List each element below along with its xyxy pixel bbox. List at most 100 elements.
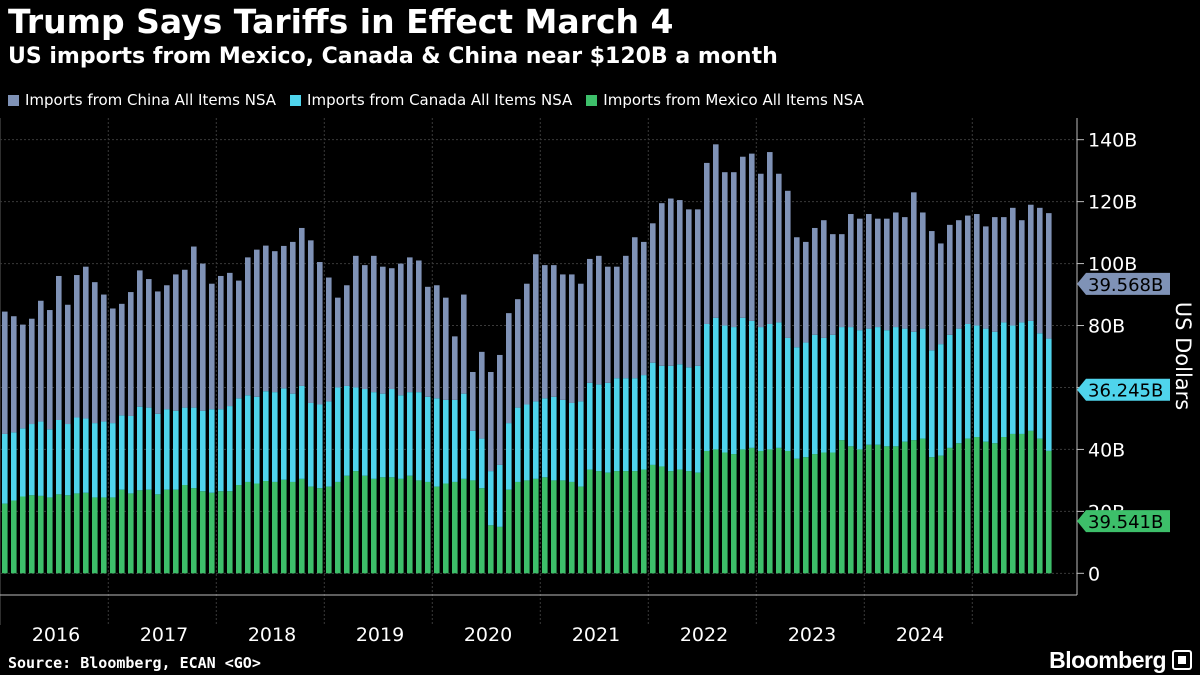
bar-china — [371, 255, 377, 393]
bar-mexico — [857, 449, 863, 574]
bar-mexico — [398, 478, 404, 574]
bar-china — [83, 266, 89, 419]
bar-china — [1019, 220, 1025, 323]
bar-mexico — [767, 449, 773, 574]
bar-canada — [551, 396, 557, 481]
bar-canada — [56, 420, 62, 495]
bar-mexico — [272, 481, 278, 574]
bar-mexico — [119, 489, 125, 574]
bar-canada — [767, 323, 773, 450]
bar-china — [992, 217, 998, 332]
bar-mexico — [74, 493, 80, 574]
bar-canada — [731, 327, 737, 455]
bar-canada — [182, 407, 188, 486]
bar-mexico — [281, 479, 287, 574]
bar-china — [587, 258, 593, 383]
bar-china — [11, 316, 17, 433]
bar-china — [20, 324, 26, 429]
bar-china — [281, 245, 287, 389]
y-axis-title: US Dollars — [1171, 302, 1195, 411]
bar-canada — [263, 391, 269, 482]
bar-china — [92, 282, 98, 424]
bar-mexico — [56, 494, 62, 574]
bar-china — [920, 212, 926, 329]
bar-mexico — [821, 452, 827, 574]
bar-mexico — [785, 450, 791, 574]
y-tick-label: 120B — [1088, 192, 1137, 214]
bar-canada — [470, 430, 476, 481]
bar-canada — [758, 327, 764, 451]
bar-mexico — [713, 449, 719, 574]
bar-canada — [560, 399, 566, 481]
bar-china — [299, 227, 305, 386]
bar-china — [947, 224, 953, 335]
legend: Imports from China All Items NSA Imports… — [8, 91, 864, 109]
bar-canada — [533, 401, 539, 479]
bar-canada — [875, 327, 881, 445]
bar-mexico — [83, 492, 89, 574]
bar-china — [533, 254, 539, 402]
bar-mexico — [254, 483, 260, 574]
x-tick-label: 2017 — [140, 624, 188, 646]
bar-mexico — [605, 472, 611, 574]
bar-china — [443, 297, 449, 400]
bar-canada — [362, 389, 368, 476]
last-value-callout-bg — [1077, 272, 1170, 295]
bar-mexico — [290, 481, 296, 574]
bar-mexico — [884, 446, 890, 574]
bar-mexico — [686, 471, 692, 574]
bar-china — [200, 263, 206, 411]
bar-mexico — [137, 490, 143, 574]
bar-china — [173, 274, 179, 411]
bar-canada — [740, 317, 746, 450]
bar-canada — [947, 334, 953, 448]
bar-mexico — [236, 485, 242, 574]
bar-mexico — [803, 457, 809, 574]
bar-canada — [2, 433, 8, 504]
bar-canada — [101, 421, 107, 498]
bar-mexico — [677, 469, 683, 574]
bar-mexico — [812, 454, 818, 574]
bar-canada — [722, 325, 728, 453]
bar-china — [668, 198, 674, 366]
bar-canada — [902, 328, 908, 442]
legend-item-canada: Imports from Canada All Items NSA — [290, 91, 572, 109]
bar-mexico — [173, 489, 179, 574]
bar-canada — [677, 364, 683, 470]
bar-mexico — [488, 525, 494, 574]
bar-mexico — [875, 444, 881, 574]
bar-mexico — [668, 471, 674, 574]
bar-china — [398, 263, 404, 396]
bar-china — [956, 220, 962, 329]
bar-mexico — [191, 488, 197, 574]
bar-china — [884, 218, 890, 331]
bar-canada — [164, 409, 170, 490]
bar-mexico — [551, 480, 557, 574]
bar-mexico — [956, 443, 962, 574]
bar-canada — [605, 382, 611, 473]
bar-canada — [866, 328, 872, 445]
bar-mexico — [245, 481, 251, 574]
bar-canada — [668, 365, 674, 472]
bar-china — [542, 265, 548, 399]
bar-mexico — [659, 466, 665, 574]
bar-canada — [929, 350, 935, 458]
bar-mexico — [722, 452, 728, 574]
bar-mexico — [20, 496, 26, 574]
bar-canada — [659, 365, 665, 467]
bar-mexico — [533, 478, 539, 574]
bar-china — [164, 285, 170, 410]
bar-china — [227, 272, 233, 407]
x-tick-label: 2018 — [248, 624, 296, 646]
bar-china — [110, 308, 116, 424]
y-tick-label: 80B — [1088, 316, 1125, 338]
bar-canada — [209, 409, 215, 493]
bar-canada — [173, 410, 179, 490]
bar-canada — [326, 401, 332, 487]
bar-canada — [74, 417, 80, 494]
bar-canada — [542, 398, 548, 478]
bloomberg-logo: Bloomberg — [1049, 647, 1166, 673]
bar-canada — [254, 396, 260, 484]
bar-canada — [524, 404, 530, 481]
